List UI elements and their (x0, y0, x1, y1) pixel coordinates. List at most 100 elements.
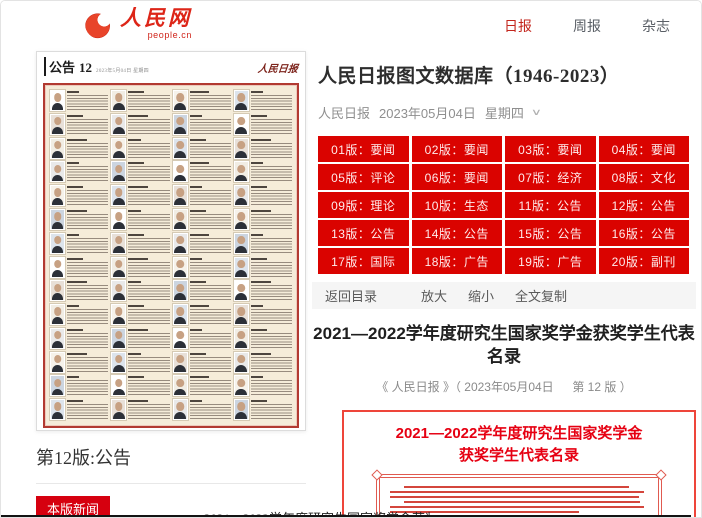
page-link-06[interactable]: 06版：要闻 (411, 164, 502, 190)
portrait-photo (111, 280, 127, 302)
page-link-02[interactable]: 02版：要闻 (411, 136, 502, 162)
thumbnail-entry-name (250, 376, 264, 379)
portrait-photo (111, 113, 127, 135)
toolbar-back-to-contents-link[interactable]: 返回目录 (325, 289, 378, 304)
thumbnail-entry-name (67, 352, 87, 355)
database-title: 人民日报图文数据库（1946-2023） (318, 66, 620, 87)
thumbnail-entry (111, 185, 170, 207)
thumbnail-entry (111, 208, 170, 231)
page-link-07[interactable]: 07版：经济 (505, 164, 596, 190)
thumbnail-section-label: 公告 (44, 57, 75, 76)
thumbnail-content-frame (43, 83, 299, 428)
thumbnail-entry (111, 351, 170, 374)
nav-daily[interactable]: 日报 (504, 18, 532, 34)
thumbnail-entry-name (67, 209, 87, 212)
thumbnail-entry-lines (128, 332, 170, 348)
left-column: 公告 12 2023年5月04日 星期四 人民日报 第12版:公告 本版新闻 (36, 51, 306, 517)
thumbnail-entry-lines (67, 332, 109, 348)
thumbnail-entry (172, 327, 231, 350)
page-link-17[interactable]: 17版：国际 (318, 248, 409, 274)
newspaper-page-thumbnail[interactable]: 公告 12 2023年5月04日 星期四 人民日报 (36, 51, 306, 431)
nav-weekly[interactable]: 周报 (573, 18, 601, 34)
portrait-photo (50, 304, 65, 326)
page-link-04[interactable]: 04版：要闻 (598, 136, 689, 162)
thumbnail-entry (50, 399, 109, 421)
thumbnail-entry-text (67, 328, 109, 350)
thumbnail-entry-text (128, 304, 170, 326)
thumbnail-entry-lines (67, 142, 109, 158)
nav-magazine[interactable]: 杂志 (642, 18, 670, 34)
thumbnail-entry-name (189, 376, 210, 379)
page-link-13[interactable]: 13版：公告 (318, 220, 409, 246)
thumbnail-entry-text (189, 399, 231, 421)
page-link-11[interactable]: 11版：公告 (505, 192, 596, 218)
thumbnail-entry-text (67, 375, 109, 397)
thumbnail-entry-lines (250, 332, 292, 348)
issue-weekday: 星期四 (484, 106, 524, 121)
article-scan-image[interactable]: 2021—2022学年度研究生国家奖学金 获奖学生代表名录 (342, 409, 696, 517)
thumbnail-entry-text (250, 280, 292, 302)
thumbnail-entry (50, 90, 109, 112)
thumbnail-entry-lines (128, 95, 170, 110)
thumbnail-entry-lines (189, 213, 231, 229)
page-link-08[interactable]: 08版：文化 (598, 164, 689, 190)
logo-subtitle: people.cn (147, 30, 192, 40)
thumbnail-entry-text (128, 257, 170, 279)
thumbnail-entry-lines (250, 356, 292, 372)
thumbnail-entry (50, 232, 109, 255)
page-link-14[interactable]: 14版：公告 (411, 220, 502, 246)
portrait-photo (172, 137, 188, 159)
thumbnail-entry-name (67, 376, 80, 379)
people-cn-logo[interactable]: 人民网 people.cn (85, 8, 192, 40)
thumbnail-entry-text (128, 352, 170, 374)
thumbnail-entry-name (189, 281, 206, 284)
toolbar-zoom-out-link[interactable]: 缩小 (468, 289, 495, 304)
thumbnail-entry-text (67, 114, 109, 136)
thumbnail-entry (111, 232, 170, 255)
intro-text-line (390, 506, 645, 509)
page-link-16[interactable]: 16版：公告 (598, 220, 689, 246)
partially-visible-article-link[interactable]: 2021—2022学年度研究生国家奖学金获奖学生代表名录 (204, 508, 430, 517)
page-news-button[interactable]: 本版新闻 (36, 496, 110, 517)
thumbnail-entry-lines (128, 285, 170, 301)
portrait-photo (50, 137, 65, 159)
thumbnail-entry-lines (67, 285, 109, 301)
toolbar-zoom-in-link[interactable]: 放大 (421, 289, 448, 304)
toolbar-copy-fulltext-link[interactable]: 全文复制 (515, 289, 568, 304)
thumbnail-entry-name (189, 138, 206, 141)
portrait-photo (111, 137, 127, 159)
logo-text: 人民网 people.cn (120, 8, 192, 40)
page-link-18[interactable]: 18版：广告 (411, 248, 502, 274)
thumbnail-entry-name (189, 352, 206, 355)
thumbnail-entry-text (128, 209, 170, 231)
page-link-01[interactable]: 01版：要闻 (318, 136, 409, 162)
thumbnail-entry-lines (189, 190, 231, 206)
page-link-12[interactable]: 12版：公告 (598, 192, 689, 218)
thumbnail-entry (50, 327, 109, 350)
thumbnail-entry-name (67, 233, 80, 236)
portrait-photo (172, 90, 188, 111)
page-link-03[interactable]: 03版：要闻 (505, 136, 596, 162)
page-link-19[interactable]: 19版：广告 (505, 248, 596, 274)
thumbnail-entry-name (67, 257, 84, 260)
page-link-09[interactable]: 09版：理论 (318, 192, 409, 218)
site-header: 人民网 people.cn 日报 周报 杂志 (1, 1, 701, 47)
page-link-10[interactable]: 10版：生态 (411, 192, 502, 218)
thumbnail-entry-name (250, 114, 267, 117)
issue-paper-name: 人民日报 (318, 106, 371, 121)
thumbnail-entry-name (67, 328, 84, 331)
thumbnail-entry-text (67, 257, 109, 279)
page-link-05[interactable]: 05版：评论 (318, 164, 409, 190)
portrait-photo (172, 113, 188, 135)
portrait-photo (233, 90, 249, 111)
thumbnail-entry-name (128, 257, 149, 260)
thumbnail-entry-text (128, 328, 170, 350)
page-link-15[interactable]: 15版：公告 (505, 220, 596, 246)
page-link-20[interactable]: 20版：副刊 (598, 248, 689, 274)
top-nav: 日报 周报 杂志 (504, 16, 670, 36)
issue-date-selector[interactable]: 人民日报 2023年05月04日 星期四 ∨ (318, 103, 542, 122)
thumbnail-entry-lines (128, 309, 170, 325)
thumbnail-entry (172, 137, 231, 160)
portrait-photo (111, 375, 127, 397)
